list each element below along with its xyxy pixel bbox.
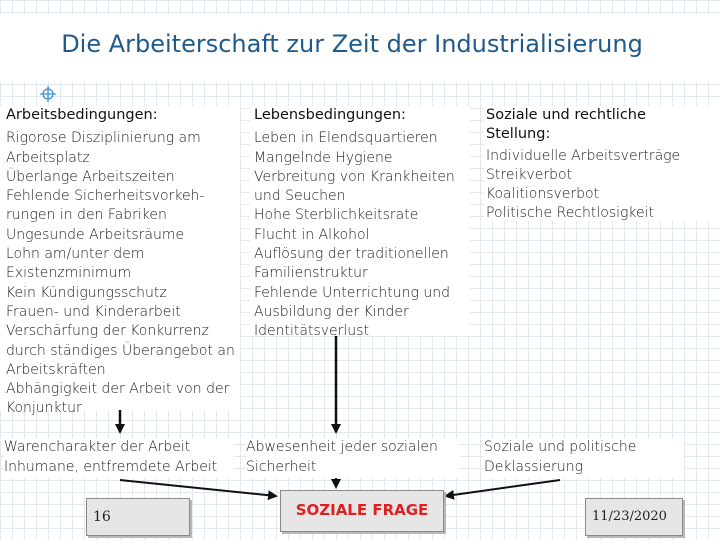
list-item: Arbeitsplatz [6, 149, 90, 166]
soziale-frage-box: SOZIALE FRAGE [280, 490, 444, 532]
list-item: Frauen- und Kinderarbeit [6, 303, 181, 320]
list-item: Fehlende Unterrichtung und [254, 284, 451, 301]
list-item: Auflösung der traditionellen [254, 246, 449, 263]
column-heading: Soziale und rechtliche [486, 107, 646, 123]
list-item: Lohn am/unter dem [6, 246, 145, 263]
result-line: Warencharakter der Arbeit [4, 439, 191, 455]
date: 11/23/2020 [592, 509, 667, 524]
list-item: Fehlende Sicherheitsvorkeh- [6, 188, 205, 205]
result-line: Deklassierung [484, 458, 583, 475]
result-line: Inhumane, entfremdete Arbeit [4, 458, 218, 475]
list-item: Ungesunde Arbeitsräume [6, 226, 185, 243]
page-number: 16 [93, 509, 111, 525]
list-item: Hohe Sterblichkeitsrate [254, 207, 419, 224]
result-sicherheit: Abwesenheit jeder sozialen Sicherheit [246, 438, 460, 478]
date-box: 11/23/2020 [585, 498, 683, 536]
list-item: Streikverbot [486, 166, 573, 183]
list-item: Identitätsverlust [254, 323, 369, 340]
list-item: und Seuchen [254, 188, 346, 205]
column-heading: Lebensbedingungen: [254, 107, 406, 123]
column-lebensbedingungen: Lebensbedingungen: Leben in Elendsquarti… [250, 106, 470, 339]
list-item: Abhängigkeit der Arbeit von der [6, 381, 230, 398]
list-item: durch ständiges Überangebot an [6, 342, 235, 359]
list-item: Individuelle Arbeitsverträge [486, 147, 681, 164]
arrow-to-frage-right [444, 479, 561, 500]
list-item: Existenzminimum [6, 265, 132, 282]
result-line: Soziale und politische [484, 439, 637, 455]
list-item: Flucht in Alkohol [254, 226, 370, 243]
column-arbeitsbedingungen: Arbeitsbedingungen: Rigorose Disziplinie… [0, 106, 240, 416]
list-item: Verschärfung der Konkurrenz [6, 323, 209, 340]
list-item: Konjunktur [6, 400, 82, 417]
list-item: Leben in Elendsquartieren [254, 130, 438, 147]
list-item: Arbeitskräften [6, 361, 106, 378]
list-item: Kein Kündigungsschutz [6, 284, 167, 301]
result-arbeit: Warencharakter der Arbeit Inhumane, entf… [4, 438, 234, 478]
list-item: Familienstruktur [254, 265, 368, 282]
list-item: rungen in den Fabriken [6, 207, 167, 224]
list-item: Überlange Arbeitszeiten [6, 168, 175, 185]
list-item: Rigorose Disziplinierung am [6, 130, 201, 147]
list-item: Koalitionsverbot [486, 186, 600, 203]
list-item: Politische Rechtlosigkeit [486, 205, 655, 222]
crosshair-cursor-icon [40, 86, 56, 102]
title-box [0, 14, 720, 82]
slide-title: Die Arbeiterschaft zur Zeit der Industri… [61, 30, 643, 58]
column-heading: Arbeitsbedingungen: [6, 107, 158, 123]
list-item: Mangelnde Hygiene [254, 149, 393, 166]
column-soziale-stellung: Soziale und rechtliche Stellung: Individ… [484, 106, 720, 221]
page-number-box: 16 [86, 498, 190, 536]
result-line: Sicherheit [246, 458, 317, 475]
result-line: Abwesenheit jeder sozialen [246, 439, 438, 455]
arrow-to-frage-left [119, 479, 278, 501]
result-deklassierung: Soziale und politische Deklassierung [484, 438, 684, 478]
list-item: Verbreitung von Krankheiten [254, 168, 455, 185]
list-item: Ausbildung der Kinder [254, 303, 409, 320]
column-heading-line2: Stellung: [486, 126, 551, 143]
